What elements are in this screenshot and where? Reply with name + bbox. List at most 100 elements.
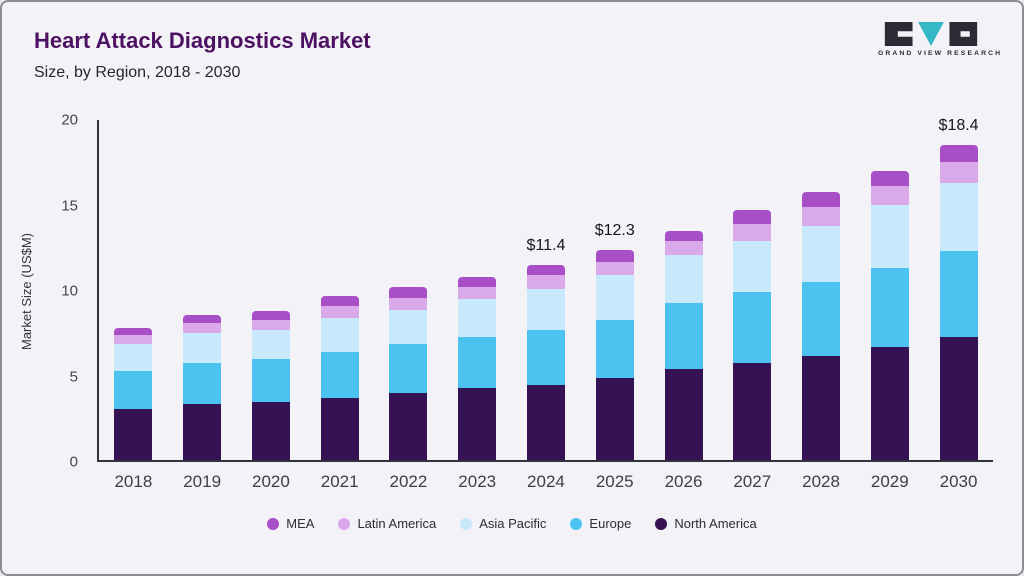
bar-segment-north-america (733, 362, 772, 460)
bar-segment-latin-america (802, 206, 841, 226)
page-title: Heart Attack Diagnostics Market (34, 28, 371, 53)
bar-stack-2018 (114, 328, 153, 460)
value-label-2024: $11.4 (526, 237, 566, 255)
y-axis-ticks: 0 5 10 15 20 (38, 112, 88, 471)
bar-segment-mea (320, 295, 359, 307)
bar-segment-mea (733, 210, 772, 225)
bar-segment-latin-america (251, 319, 290, 331)
bar-segment-europe (802, 282, 841, 356)
bar-group-2023: 2023 (443, 120, 512, 491)
page-subtitle: Size, by Region, 2018 - 2030 (34, 64, 241, 81)
bar-stack-2021 (320, 295, 359, 460)
bar-segment-asia-pacific (733, 241, 772, 293)
y-tick-0: 0 (69, 453, 78, 471)
legend-label-asia-pacific: Asia Pacific (479, 516, 547, 531)
bar-stack-2026 (664, 230, 703, 460)
x-tick-2028: 2028 (802, 472, 840, 491)
value-label-2030: $18.4 (938, 117, 979, 135)
bar-segment-north-america (939, 336, 978, 460)
bar-stack-2019 (183, 314, 222, 460)
legend-dot-europe (570, 517, 583, 530)
legend-dot-asia-pacific (460, 517, 473, 530)
bar-segment-north-america (595, 377, 634, 460)
y-axis-label: Market Size (US$M) (19, 232, 35, 350)
x-tick-2026: 2026 (664, 472, 703, 491)
x-tick-2021: 2021 (320, 472, 359, 491)
x-tick-2022: 2022 (389, 472, 428, 491)
legend-label-europe: Europe (589, 516, 632, 531)
bar-segment-north-america (526, 384, 565, 460)
bar-segment-europe (664, 302, 703, 370)
bar-segment-mea (183, 314, 222, 324)
bar-segment-europe (114, 371, 153, 409)
gvr-logo-icon (884, 22, 978, 46)
bar-segment-asia-pacific (939, 183, 978, 252)
bar-segment-latin-america (458, 287, 497, 300)
bar-segment-north-america (320, 398, 359, 460)
bar-segment-mea (389, 287, 428, 298)
bar-segment-europe (389, 343, 428, 394)
chart-legend: MEA Latin America Asia Pacific Europe North … (2, 516, 1022, 531)
y-tick-5: 5 (69, 368, 78, 385)
bar-segment-asia-pacific (320, 318, 359, 353)
bar-group-2030: $18.4 2030 (924, 117, 993, 491)
bar-segment-latin-america (320, 306, 359, 319)
legend-dot-latin-america (338, 517, 351, 530)
plot-area: 2018 2019 2020 2021 2022 2023 $11.4 2024 $12.3 20… (97, 117, 993, 491)
bar-segment-north-america (802, 355, 841, 460)
y-tick-20: 20 (61, 111, 78, 129)
bar-segment-mea (870, 171, 909, 187)
bar-group-2029: 2029 (855, 120, 924, 491)
bar-group-2026: 2026 (649, 120, 718, 491)
bar-segment-latin-america (870, 186, 909, 206)
bar-segment-mea (114, 328, 153, 336)
legend-dot-mea (267, 517, 280, 530)
legend-label-mea: MEA (286, 516, 315, 531)
bar-segment-europe (320, 352, 359, 399)
bar-stack-2028 (802, 191, 841, 460)
bar-segment-asia-pacific (870, 205, 909, 269)
bar-segment-asia-pacific (389, 309, 428, 344)
bar-group-2028: 2028 (787, 120, 856, 491)
bar-group-2018: 2018 (99, 120, 168, 491)
x-tick-2023: 2023 (458, 472, 497, 491)
x-tick-2018: 2018 (114, 472, 153, 491)
bar-segment-mea (251, 311, 290, 320)
bar-segment-europe (251, 359, 290, 402)
y-axis-label-wrap: Market Size (US$M) (16, 120, 38, 462)
bar-group-2020: 2020 (237, 120, 306, 491)
x-tick-2024: 2024 (527, 472, 565, 491)
bar-segment-north-america (114, 408, 153, 460)
x-tick-2019: 2019 (183, 472, 222, 491)
bar-segment-mea (802, 191, 841, 207)
x-tick-2030: 2030 (939, 472, 978, 491)
bar-segment-europe (183, 362, 222, 404)
bar-segment-north-america (458, 388, 497, 460)
bar-group-2027: 2027 (718, 120, 787, 491)
bar-segment-latin-america (595, 261, 634, 276)
legend-item-europe: Europe (570, 516, 631, 531)
legend-item-mea: MEA (267, 516, 314, 531)
bar-segment-asia-pacific (802, 225, 841, 283)
x-tick-2029: 2029 (870, 472, 909, 491)
bar-group-2019: 2019 (168, 120, 237, 491)
bar-segment-asia-pacific (251, 330, 290, 360)
value-label-2025: $12.3 (594, 221, 635, 239)
bar-segment-latin-america (733, 224, 772, 242)
bar-segment-europe (733, 292, 772, 363)
bar-stack-2025 (595, 249, 634, 460)
legend-label-north-america: North America (674, 516, 757, 531)
bar-group-2022: 2022 (374, 120, 443, 491)
bar-segment-europe (595, 319, 634, 378)
bar-segment-mea (526, 265, 565, 276)
bar-segment-asia-pacific (458, 299, 497, 337)
legend-item-latin-america: Latin America (338, 516, 436, 531)
x-tick-2020: 2020 (251, 472, 290, 491)
x-tick-2025: 2025 (595, 472, 634, 491)
legend-dot-north-america (655, 517, 668, 530)
bar-segment-latin-america (664, 241, 703, 255)
y-tick-15: 15 (61, 197, 78, 214)
bar-segment-mea (939, 145, 978, 163)
bar-segment-europe (870, 268, 909, 348)
